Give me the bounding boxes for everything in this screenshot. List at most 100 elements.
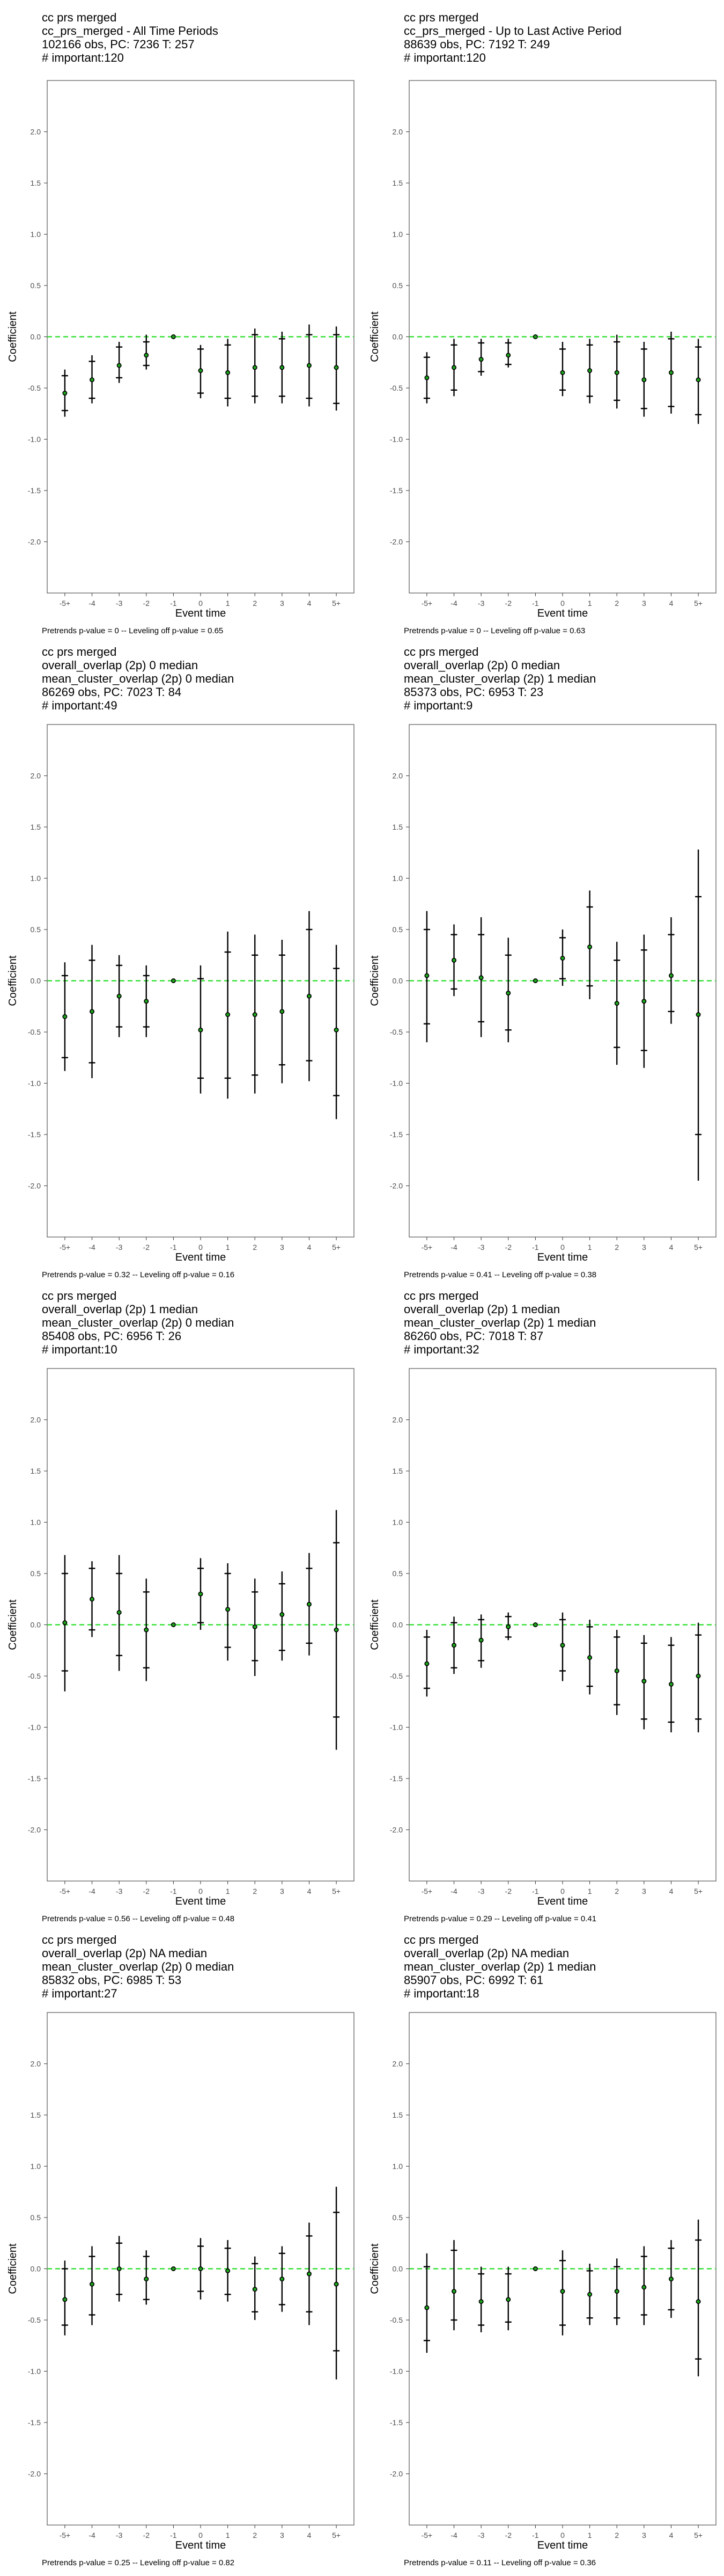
x-tick-label: -4: [450, 599, 457, 608]
chart-title-line: cc prs merged: [42, 1289, 117, 1302]
y-tick-label: -0.5: [28, 1028, 41, 1036]
x-tick-label: -3: [116, 1887, 123, 1896]
chart-title-line: # important:32: [404, 1343, 479, 1356]
y-tick-label: -1.0: [390, 1079, 403, 1088]
y-axis-label: Coefficient: [7, 955, 19, 1006]
point-marker-fill: [588, 945, 592, 949]
point-marker-fill: [335, 366, 338, 369]
y-tick-label: 1.5: [31, 1467, 41, 1475]
y-tick-label: -2.0: [28, 538, 41, 546]
chart-title-line: # important:10: [42, 1343, 117, 1356]
y-tick-label: -2.0: [28, 2470, 41, 2478]
point-marker-fill: [479, 2300, 483, 2303]
y-tick-label: 2.0: [393, 2060, 403, 2068]
y-axis-label: Coefficient: [7, 2243, 19, 2294]
x-axis-label: Event time: [537, 1252, 588, 1263]
chart-svg: 2.0 1.5 1.0 0.5 0.0 -0.5 -1.0 -1.5 -2.0 -5+ -4 -3 -2…: [7, 1368, 354, 1907]
y-tick-label: -1.0: [28, 1079, 41, 1088]
point-marker-fill: [335, 1628, 338, 1631]
point-marker-fill: [425, 2306, 429, 2309]
point-marker-fill: [669, 2277, 673, 2281]
point-marker-fill: [144, 999, 148, 1003]
x-axis-label: Event time: [175, 2540, 226, 2551]
y-axis-label: Coefficient: [369, 311, 381, 362]
y-tick-label: 1.0: [31, 230, 41, 239]
chart-title-line: cc prs merged: [404, 1933, 479, 1946]
x-tick-label: 5+: [694, 2531, 703, 2540]
y-tick-label: 0.5: [393, 281, 403, 290]
x-tick-label: -3: [478, 599, 485, 608]
y-tick-label: -1.0: [28, 2367, 41, 2376]
x-tick-label: -2: [143, 2531, 150, 2540]
x-tick-label: 5+: [694, 1887, 703, 1896]
y-tick-label: -2.0: [390, 1182, 403, 1190]
point-marker-fill: [172, 335, 175, 339]
x-tick-label: -1: [170, 599, 177, 608]
x-tick-label: 2: [615, 2531, 619, 2540]
chart-title: cc prs merged cc_prs_merged - Up to Last …: [404, 11, 622, 64]
point-marker-fill: [199, 1028, 202, 1031]
point-marker-fill: [534, 979, 537, 983]
y-tick-label: -1.5: [28, 1130, 41, 1139]
point-marker-fill: [588, 2293, 592, 2296]
x-tick-label: 3: [642, 599, 646, 608]
chart-title-line: 88639 obs, PC: 7192 T: 249: [404, 38, 550, 51]
y-tick-label: 2.0: [31, 128, 41, 136]
y-tick-label: -1.0: [28, 435, 41, 444]
x-tick-label: -5+: [60, 599, 71, 608]
point-marker-fill: [199, 1592, 202, 1596]
y-tick-label: 0.0: [31, 2265, 41, 2273]
y-tick-label: 1.0: [31, 874, 41, 883]
y-axis-label: Coefficient: [7, 1599, 19, 1650]
point-marker-fill: [226, 1013, 230, 1016]
y-axis-label: Coefficient: [369, 1599, 381, 1650]
point-marker-fill: [172, 979, 175, 983]
point-marker-fill: [642, 999, 646, 1003]
point-marker-fill: [425, 1662, 429, 1665]
chart-title-line: cc prs merged: [42, 11, 117, 24]
point-marker-fill: [63, 391, 67, 395]
chart-title-line: overall_overlap (2p) 0 median: [42, 658, 198, 672]
y-tick-label: 1.5: [393, 1467, 403, 1475]
point-marker-fill: [561, 1643, 564, 1647]
chart-title-line: cc prs merged: [42, 645, 117, 658]
y-tick-label: -0.5: [390, 1672, 403, 1680]
y-tick-label: -1.0: [390, 435, 403, 444]
chart-title-line: mean_cluster_overlap (2p) 1 median: [404, 1960, 596, 1973]
chart-title-line: overall_overlap (2p) NA median: [42, 1946, 208, 1960]
x-tick-label: 1: [588, 1887, 592, 1896]
x-tick-label: -3: [116, 599, 123, 608]
y-axis-label: Coefficient: [7, 311, 19, 362]
y-tick-label: 0.5: [393, 925, 403, 934]
y-tick-label: -0.5: [28, 1672, 41, 1680]
y-tick-label: 2.0: [31, 772, 41, 780]
chart-title-line: mean_cluster_overlap (2p) 1 median: [404, 1316, 596, 1329]
pvalue-footnote: Pretrends p-value = 0.29 -- Leveling off…: [404, 1914, 597, 1923]
chart-title: cc prs merged overall_overlap (2p) 0 medi…: [42, 645, 234, 712]
chart-title-line: overall_overlap (2p) 0 median: [404, 658, 560, 672]
point-marker-fill: [117, 2267, 121, 2271]
point-marker-fill: [253, 1625, 257, 1629]
x-tick-label: -3: [478, 1887, 485, 1896]
x-tick-label: 5+: [694, 599, 703, 608]
y-tick-label: 0.0: [393, 333, 403, 341]
pvalue-footnote: Pretrends p-value = 0.32 -- Leveling off…: [42, 1270, 235, 1279]
y-tick-label: -1.0: [28, 1723, 41, 1732]
chart-svg: 2.0 1.5 1.0 0.5 0.0 -0.5 -1.0 -1.5 -2.0 -5+ -4 -3 -2…: [369, 80, 716, 619]
point-marker-fill: [669, 1682, 673, 1686]
point-marker-fill: [90, 378, 94, 382]
y-tick-label: -1.0: [390, 1723, 403, 1732]
x-axis-label: Event time: [175, 608, 226, 619]
point-marker-fill: [280, 2277, 284, 2281]
point-marker-fill: [307, 1602, 311, 1606]
x-tick-label: -2: [505, 1887, 512, 1896]
point-marker-fill: [669, 371, 673, 375]
point-marker-fill: [697, 2300, 700, 2303]
point-marker-fill: [199, 369, 202, 372]
point-marker-fill: [642, 378, 646, 382]
y-tick-label: 2.0: [393, 772, 403, 780]
y-tick-label: -1.5: [28, 1774, 41, 1783]
x-tick-label: -5+: [60, 1243, 71, 1252]
y-tick-label: 1.0: [31, 2162, 41, 2171]
chart-title-line: # important:9: [404, 699, 473, 712]
